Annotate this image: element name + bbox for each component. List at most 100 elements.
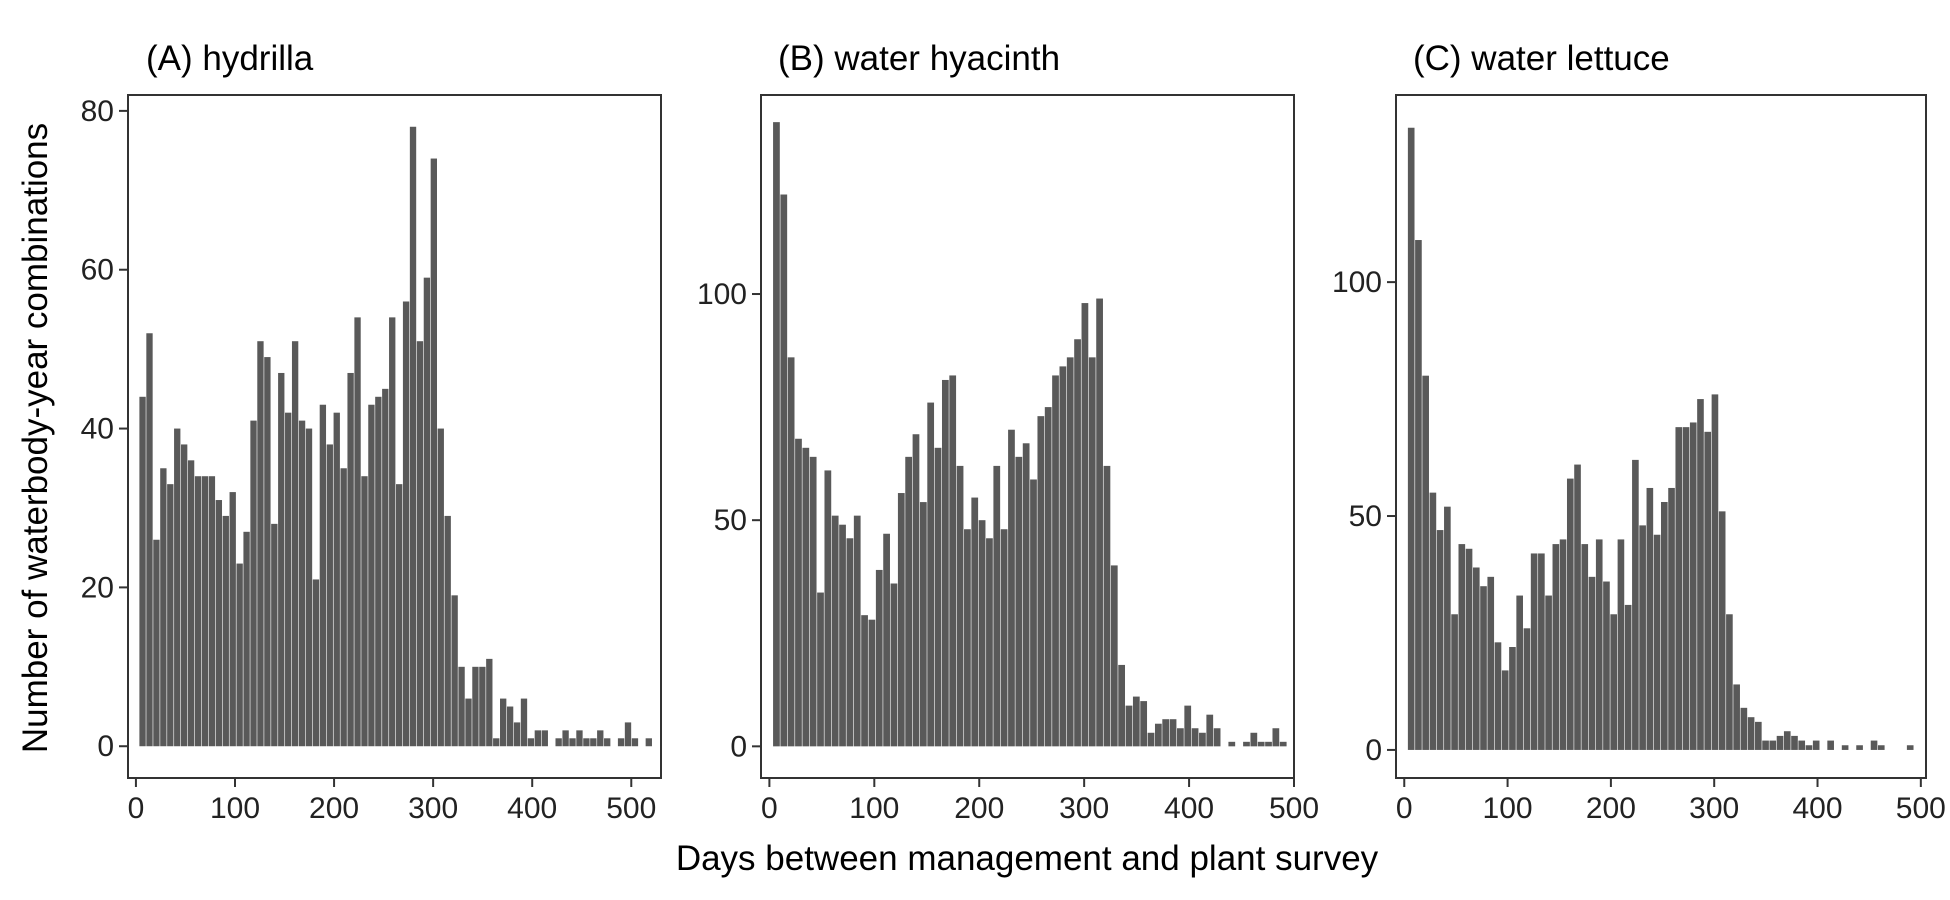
panel-b-y-tick-label: 0	[730, 730, 747, 763]
panel-a-bar	[395, 484, 403, 747]
panel-a-bar	[208, 476, 216, 747]
panel-a-bar	[437, 428, 444, 747]
panel-c-bar	[1639, 525, 1646, 750]
panel-a-bar	[486, 658, 493, 747]
panel-b-bar	[1265, 741, 1272, 747]
panel-a-bar	[264, 357, 271, 747]
panel-b-bar	[1243, 741, 1250, 747]
panel-b-bar	[1206, 714, 1214, 747]
panel-b-bar	[846, 538, 854, 747]
panel-c-bar	[1675, 427, 1683, 750]
panel-a-bar	[500, 698, 507, 747]
panel-a-bar	[416, 341, 424, 747]
panel-c-bar	[1480, 586, 1487, 750]
panel-b-bar	[1015, 456, 1023, 747]
panel-b-bar	[1044, 407, 1052, 747]
panel-b-bar	[1000, 529, 1008, 747]
panel-a-bar	[271, 523, 278, 747]
panel-c-bar	[1653, 534, 1661, 750]
panel-a-bar	[631, 738, 639, 747]
panel-b-bar	[1213, 728, 1221, 747]
panel-b-y-tick-label: 100	[697, 278, 747, 311]
panel-a-bar	[617, 738, 625, 747]
panel-a-bar	[389, 317, 396, 747]
panel-c-bar	[1689, 422, 1697, 750]
panel-c-bar	[1545, 595, 1552, 750]
panel-c-bar	[1444, 506, 1451, 750]
panel-c-bar	[1436, 530, 1444, 750]
panel-c-bar	[1530, 553, 1538, 750]
panel-b-bar	[1199, 732, 1206, 747]
panel-a-bar	[583, 738, 590, 747]
panel-a-bar	[444, 515, 451, 747]
panel-c-bar	[1624, 604, 1632, 750]
panel-c-bar	[1422, 375, 1429, 750]
panel-a-bar	[319, 404, 327, 747]
panel-c-bar	[1661, 501, 1668, 750]
panel-a-bar	[402, 301, 410, 747]
panel-b: (B) water hyacinth 0 100 200 300 400 500 0 50 1…	[697, 39, 1319, 825]
panel-a-x-tick-label: 400	[507, 792, 557, 825]
panel-c-bar	[1487, 576, 1495, 750]
panel-a-bar	[347, 372, 354, 747]
panel-c-bar	[1509, 647, 1516, 750]
panel-a-bar	[229, 492, 236, 747]
panel-b-bar	[1008, 429, 1015, 747]
panel-c-bar	[1762, 740, 1769, 750]
panel-b-bar	[1140, 701, 1148, 747]
panel-c-bar	[1429, 492, 1437, 750]
panel-a-bar	[160, 468, 167, 747]
panel-b-bar	[956, 465, 964, 747]
panel-c-bar	[1733, 684, 1740, 750]
panel-c-bar	[1516, 595, 1523, 750]
panel-a-bar	[527, 738, 535, 747]
panel-b-bar	[839, 524, 846, 747]
panel-a-bar	[312, 579, 320, 747]
panel-b-bar	[993, 465, 1001, 747]
panel-b-bar	[795, 438, 802, 747]
panel-b-bar	[949, 375, 957, 747]
panel-a-bar	[472, 666, 479, 747]
panel-c-bar	[1617, 539, 1625, 750]
panel-b-bar	[824, 470, 832, 747]
panel-a-bar	[243, 531, 250, 747]
panel-b-bar	[861, 615, 868, 747]
panel-b-bar	[1279, 741, 1287, 747]
panel-a-bar	[291, 341, 299, 747]
panel-c-y-tick-label: 0	[1365, 734, 1382, 767]
panel-a-bar	[409, 126, 417, 747]
panel-b-x-tick-label: 100	[849, 792, 899, 825]
panel-b-bar	[1191, 728, 1199, 747]
panel-a-bars	[139, 126, 652, 747]
panel-a-bar	[451, 595, 458, 747]
panel-a-x-tick-label: 200	[309, 792, 359, 825]
panel-b-bar	[978, 520, 986, 747]
panel-c-bar	[1588, 576, 1596, 750]
panel-a-bar	[430, 158, 437, 747]
panel-a-bar	[506, 706, 514, 747]
panel-b-bar	[1103, 465, 1111, 747]
panel-b-bar	[912, 434, 920, 747]
panel-b-bar	[802, 447, 810, 747]
panel-a-bar	[333, 412, 340, 747]
panel-c-bar	[1566, 478, 1574, 750]
panel-c-bar	[1603, 581, 1610, 750]
panel-b-bar	[1059, 366, 1067, 747]
panel-b-x-tick-label: 500	[1269, 792, 1319, 825]
panel-c-bar	[1740, 707, 1748, 750]
panel-b-bar	[1169, 719, 1177, 747]
panel-b-bar	[971, 497, 979, 747]
panel-a-bar	[236, 563, 243, 747]
panel-a-bar	[555, 738, 562, 747]
panel-b-bar	[1132, 696, 1140, 747]
panel-c-title: (C) water lettuce	[1413, 39, 1670, 78]
panel-a-bar	[222, 515, 229, 747]
panel-c-bar	[1791, 735, 1798, 750]
panel-a-x-tick-label: 0	[128, 792, 145, 825]
panel-c-bar	[1632, 459, 1639, 750]
panel-c-bar	[1769, 740, 1777, 750]
panel-c-x-ticks: 0 100 200 300 400 500	[1396, 778, 1946, 825]
panel-b-x-tick-label: 400	[1164, 792, 1214, 825]
panel-b-x-tick-label: 300	[1059, 792, 1109, 825]
panel-a-bar	[624, 722, 632, 747]
